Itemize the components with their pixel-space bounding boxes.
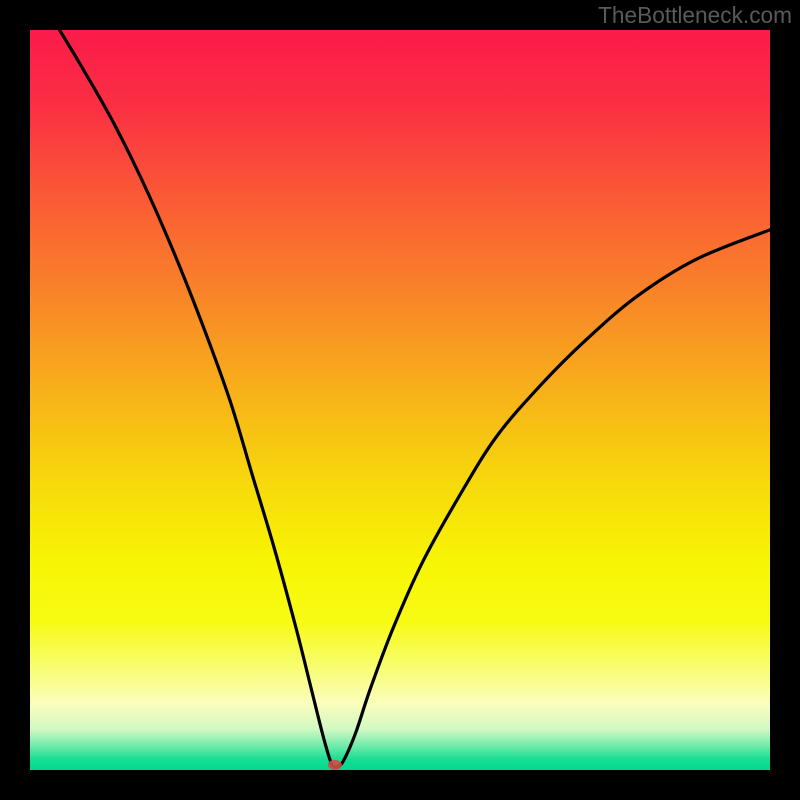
chart-container: TheBottleneck.com	[0, 0, 800, 800]
plot-background	[30, 30, 770, 770]
minimum-marker	[328, 760, 342, 770]
bottleneck-chart	[0, 0, 800, 800]
